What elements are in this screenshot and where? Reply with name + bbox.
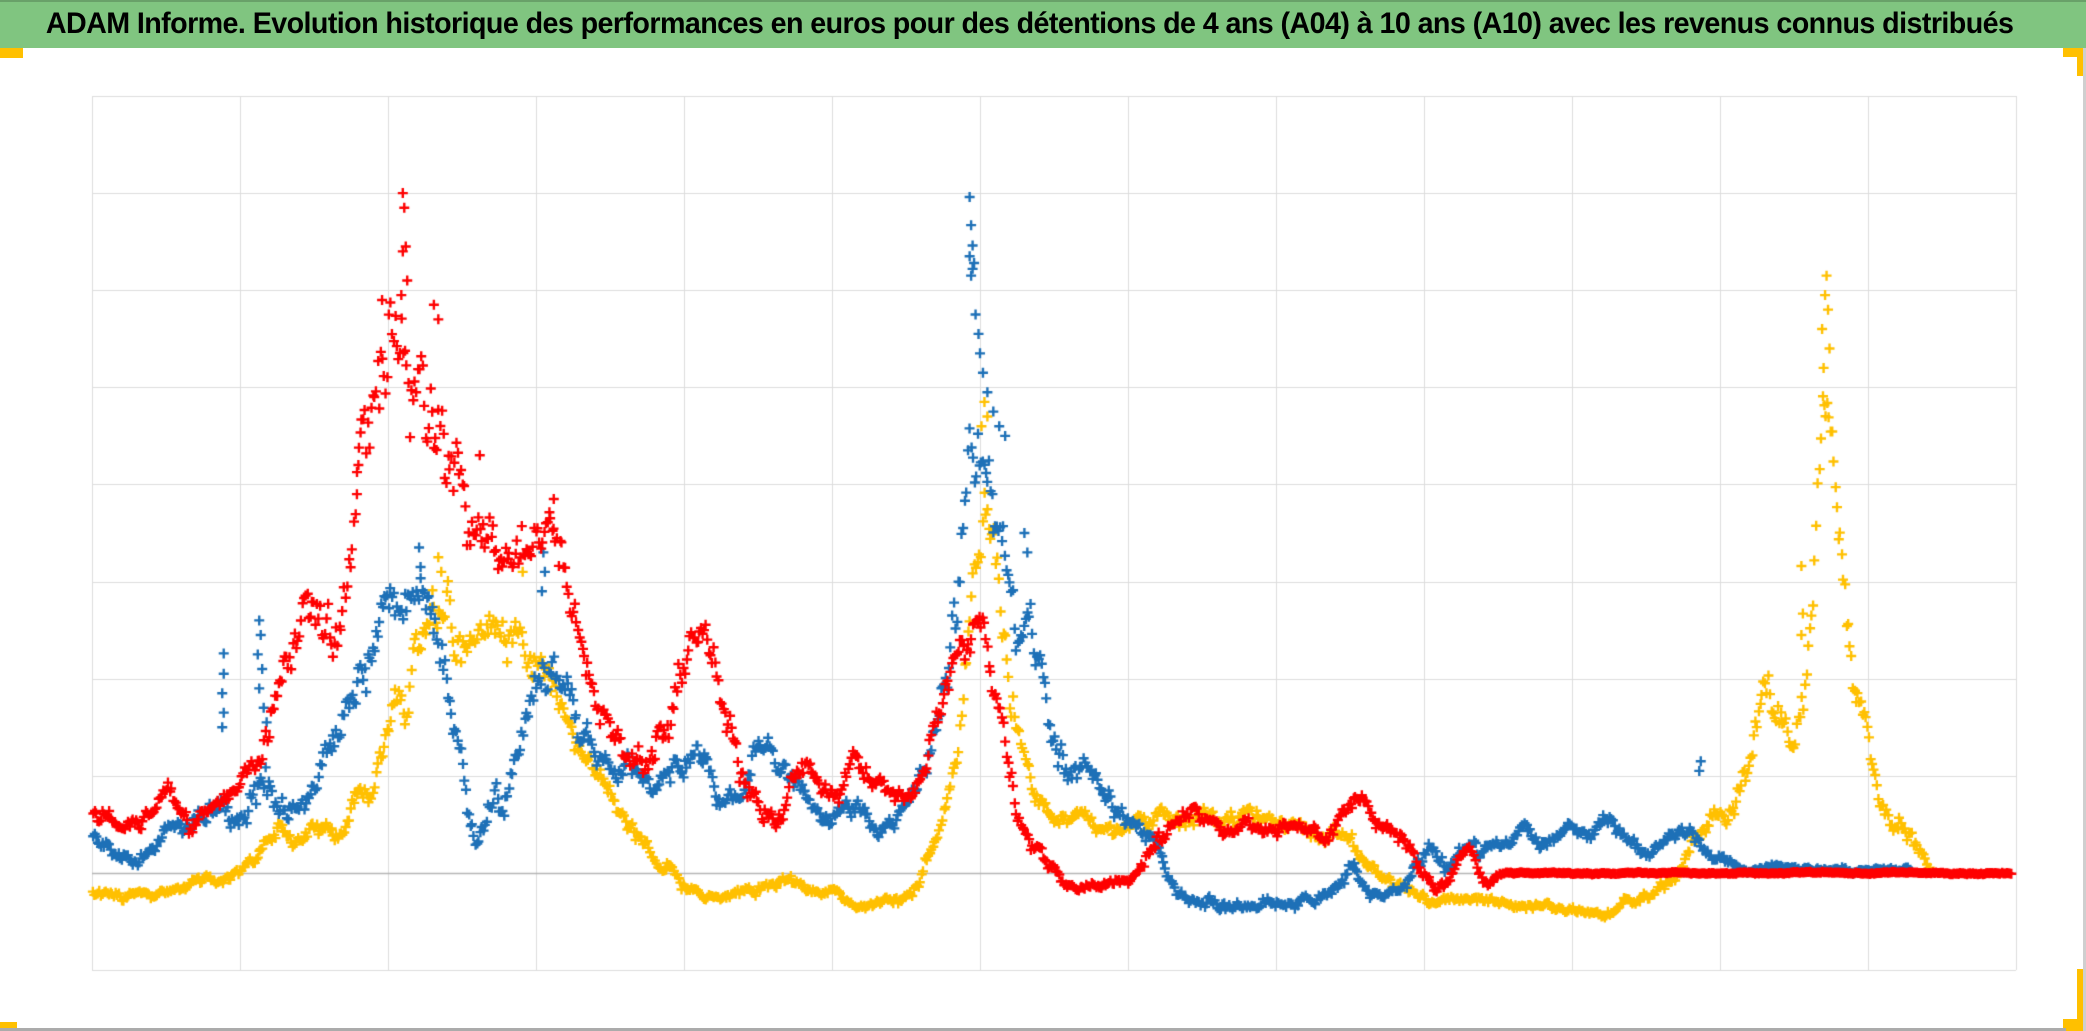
selection-corner-top-right[interactable]	[2063, 48, 2086, 76]
selection-corner-top-left[interactable]	[0, 48, 23, 58]
performance-scatter-chart[interactable]	[0, 48, 2086, 1031]
chart-title: ADAM Informe. Evolution historique des p…	[45, 7, 2014, 40]
window-right-edge	[2083, 48, 2086, 1031]
window-bottom-edge	[0, 1028, 2066, 1031]
selection-corner-bottom-left[interactable]	[0, 1022, 17, 1030]
scatter-plot-canvas	[0, 48, 2086, 1031]
selection-corner-bottom-right[interactable]	[2063, 969, 2086, 1031]
title-bar: ADAM Informe. Evolution historique des p…	[0, 0, 2086, 48]
